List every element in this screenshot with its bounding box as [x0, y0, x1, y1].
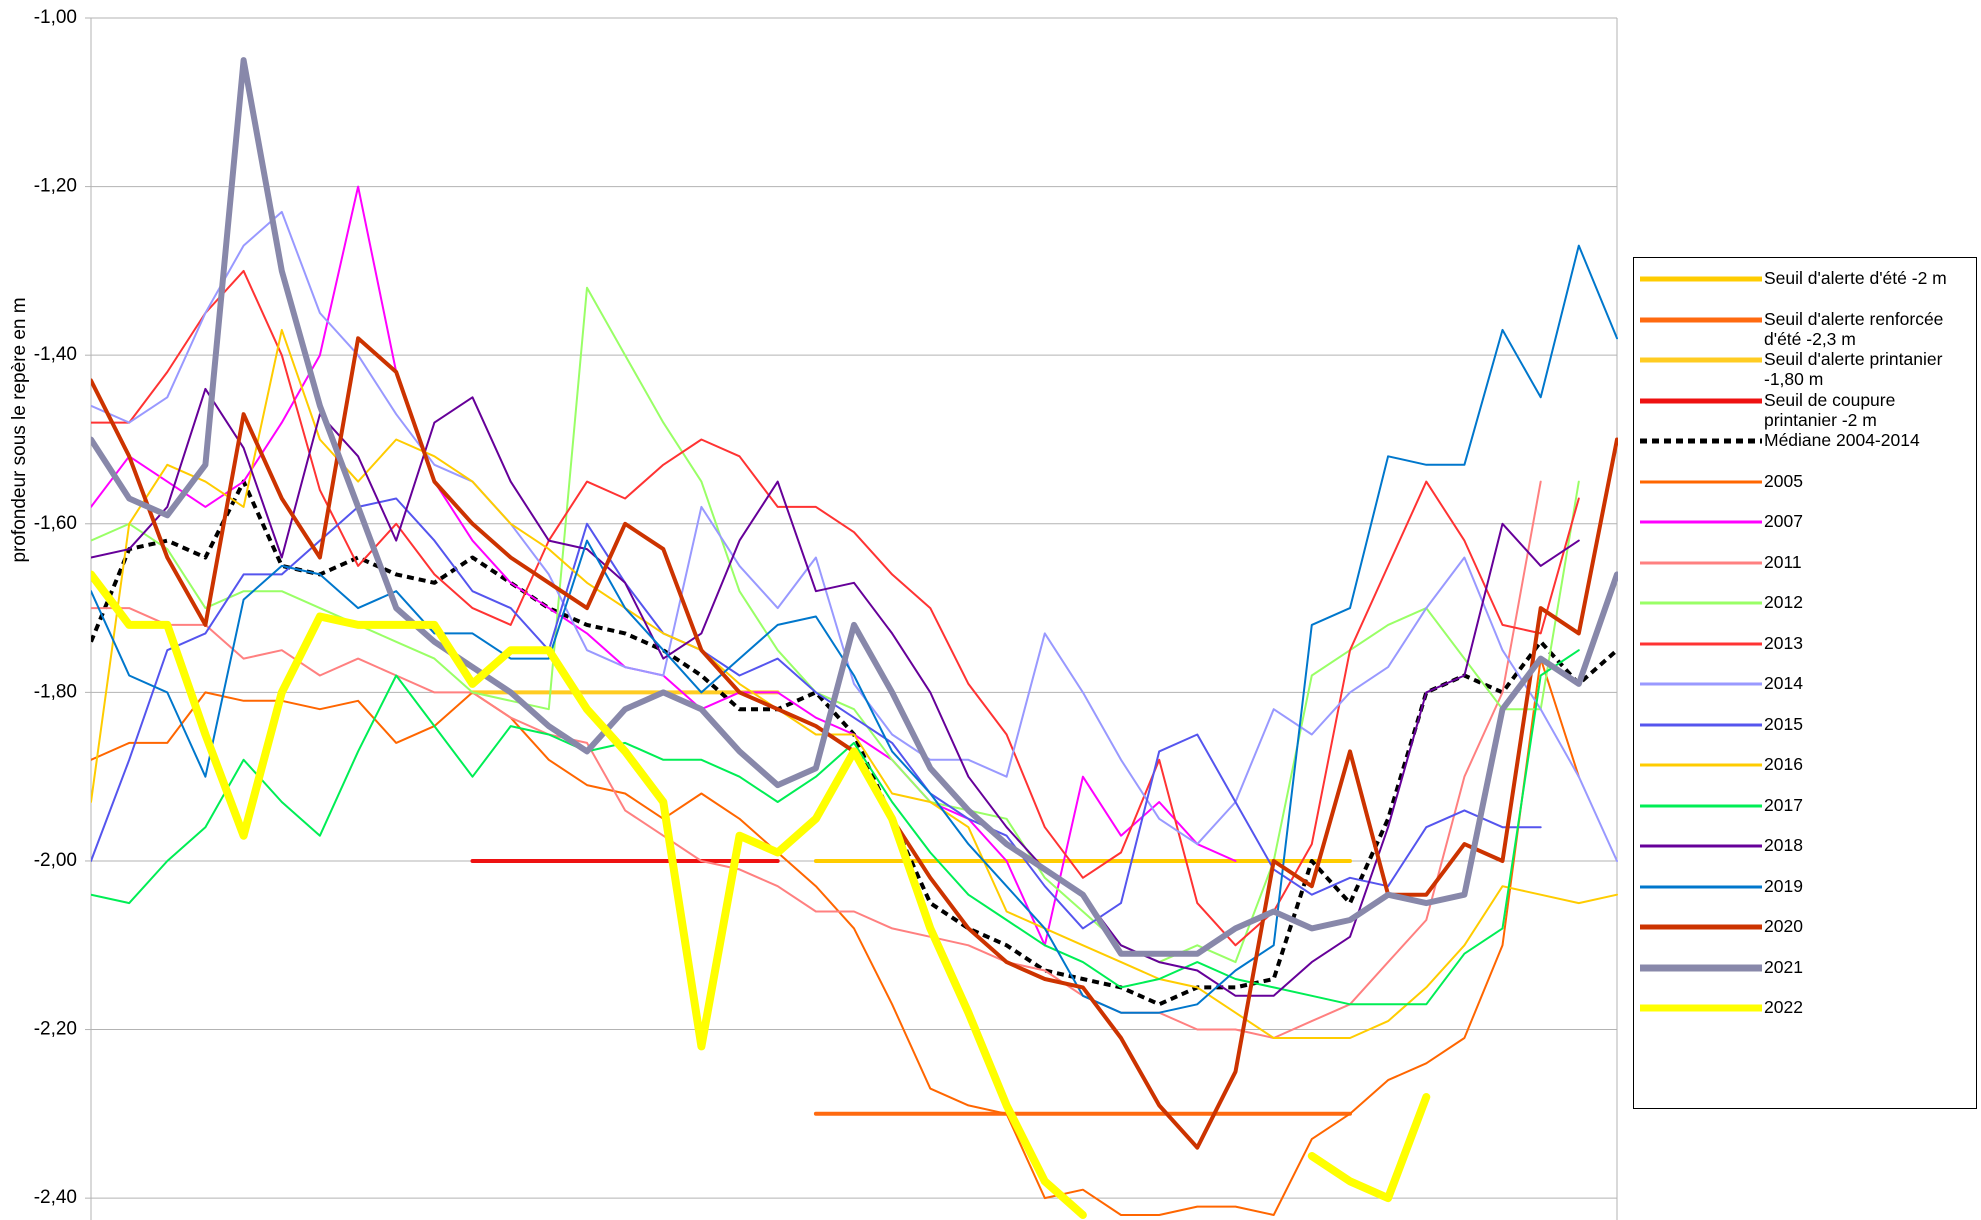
legend-label: 2016	[1764, 754, 1803, 774]
series-line	[91, 210, 1618, 862]
legend-swatch	[1640, 520, 1762, 524]
y-tick-label: -1,60	[34, 513, 77, 534]
legend: Seuil d'alerte d'été -2 m Seuil d'alerte …	[1633, 257, 1977, 1109]
legend-label: 2005	[1764, 470, 1803, 491]
legend-label: 2018	[1764, 835, 1803, 855]
legend-swatch	[1640, 1004, 1762, 1012]
y-tick-label: -2,40	[34, 1187, 77, 1208]
legend-label: 2007	[1764, 511, 1803, 531]
y-tick-label: -2,00	[34, 850, 77, 871]
legend-swatch	[1640, 561, 1762, 564]
legend-swatch	[1640, 682, 1762, 686]
legend-label: Médiane 2004-2014	[1764, 430, 1920, 450]
legend-swatch	[1640, 804, 1762, 807]
legend-label: 2022	[1764, 997, 1803, 1017]
legend-label: 2021	[1764, 956, 1803, 977]
legend-label: 2015	[1764, 713, 1803, 734]
legend-item: 2013	[1638, 633, 1972, 674]
series-line	[91, 657, 1580, 1216]
legend-item: Médiane 2004-2014	[1638, 430, 1972, 471]
legend-swatch	[1640, 642, 1762, 645]
series-line	[91, 57, 1618, 957]
y-tick-label: -1,20	[34, 176, 77, 197]
legend-item: 2007	[1638, 511, 1972, 552]
legend-swatch	[1640, 763, 1762, 767]
legend-swatch	[1640, 438, 1762, 444]
legend-label: 2019	[1764, 875, 1803, 896]
series-line	[91, 649, 1580, 1006]
legend-swatch	[1640, 317, 1762, 322]
legend-label: 2014	[1764, 673, 1803, 693]
legend-item: 2017	[1638, 795, 1972, 836]
legend-item: 2021	[1638, 957, 1972, 998]
legend-item: 2022	[1638, 997, 1972, 1038]
legend-swatch	[1640, 357, 1762, 363]
legend-label: 2020	[1764, 916, 1803, 936]
legend-swatch	[1640, 480, 1762, 483]
legend-swatch	[1640, 601, 1762, 605]
series-line	[91, 387, 1580, 997]
legend-swatch	[1640, 924, 1762, 930]
legend-item: Seuil d'alerte printanier -1,80 m	[1638, 349, 1972, 390]
y-tick-label: -1,00	[34, 7, 77, 28]
series-line	[91, 244, 1618, 1014]
legend-label: Seuil d'alerte renforcée d'été -2,3 m	[1764, 308, 1944, 349]
legend-item: 2014	[1638, 673, 1972, 714]
legend-swatch	[1640, 398, 1762, 403]
legend-label: Seuil de coupure printanier -2 m	[1764, 389, 1896, 430]
y-tick-label: -2,20	[34, 1019, 77, 1040]
y-axis-label: profondeur sous le repère en m	[9, 297, 30, 562]
legend-label: 2013	[1764, 632, 1803, 653]
series-line	[91, 570, 1431, 1219]
legend-item: Seuil d'alerte renforcée d'été -2,3 m	[1638, 309, 1972, 350]
legend-item: Seuil de coupure printanier -2 m	[1638, 390, 1972, 431]
legend-label: 2011	[1764, 551, 1802, 572]
y-tick-label: -1,40	[34, 344, 77, 365]
legend-item: 2012	[1638, 592, 1972, 633]
legend-item: Seuil d'alerte d'été -2 m	[1638, 268, 1972, 309]
legend-item: 2005	[1638, 471, 1972, 512]
series-line	[91, 269, 1580, 947]
legend-label: 2012	[1764, 592, 1803, 612]
legend-swatch	[1640, 844, 1762, 848]
y-tick-label: -1,80	[34, 681, 77, 702]
legend-swatch	[1640, 276, 1762, 282]
legend-item: 2016	[1638, 754, 1972, 795]
legend-item: 2019	[1638, 876, 1972, 917]
legend-item: 2020	[1638, 916, 1972, 957]
series-line	[91, 499, 1617, 929]
series-line	[91, 185, 1237, 947]
legend-item: 2015	[1638, 714, 1972, 755]
legend-swatch	[1640, 964, 1762, 971]
legend-item: 2018	[1638, 835, 1972, 876]
legend-item: 2011	[1638, 552, 1972, 593]
legend-label: Seuil d'alerte d'été -2 m	[1764, 268, 1947, 288]
legend-label: Seuil d'alerte printanier -1,80 m	[1764, 349, 1943, 389]
series-line	[91, 480, 1542, 1039]
legend-label: 2017	[1764, 794, 1803, 815]
legend-swatch	[1640, 885, 1762, 888]
legend-swatch	[1640, 723, 1762, 726]
